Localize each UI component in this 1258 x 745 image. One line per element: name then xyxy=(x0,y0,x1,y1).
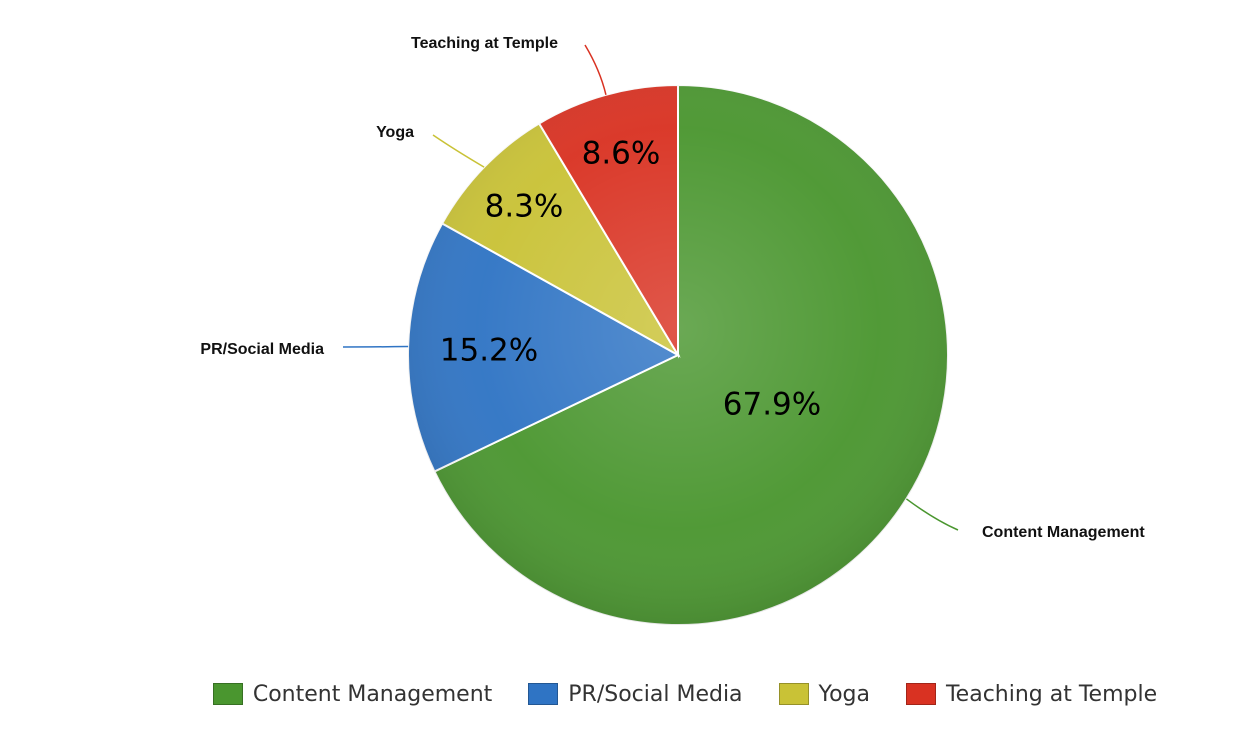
callout-label-pr-social-media: PR/Social Media xyxy=(200,341,324,358)
legend: Content Management PR/Social Media Yoga … xyxy=(0,676,1258,712)
legend-label: Yoga xyxy=(819,682,870,707)
callout-connector-teaching-at-temple xyxy=(585,45,606,95)
callout-label-content-management: Content Management xyxy=(982,524,1145,541)
callout-label-yoga: Yoga xyxy=(376,124,414,141)
legend-item-content-management[interactable]: Content Management xyxy=(213,682,492,707)
legend-swatch xyxy=(779,683,809,705)
callout-connector-yoga xyxy=(433,135,484,167)
legend-label: Content Management xyxy=(253,682,492,707)
legend-swatch xyxy=(213,683,243,705)
legend-item-pr-social-media[interactable]: PR/Social Media xyxy=(528,682,742,707)
legend-item-teaching-at-temple[interactable]: Teaching at Temple xyxy=(906,682,1157,707)
data-label-content-management: 67.9% xyxy=(723,387,821,423)
legend-swatch xyxy=(906,683,936,705)
legend-item-yoga[interactable]: Yoga xyxy=(779,682,870,707)
data-label-pr-social-media: 15.2% xyxy=(440,333,538,369)
legend-label: Teaching at Temple xyxy=(946,682,1157,707)
data-label-yoga: 8.3% xyxy=(485,189,564,225)
legend-label: PR/Social Media xyxy=(568,682,742,707)
data-label-teaching-at-temple: 8.6% xyxy=(582,136,661,172)
callout-label-teaching-at-temple: Teaching at Temple xyxy=(411,35,558,52)
legend-swatch xyxy=(528,683,558,705)
callout-connector-content-management xyxy=(906,499,958,530)
